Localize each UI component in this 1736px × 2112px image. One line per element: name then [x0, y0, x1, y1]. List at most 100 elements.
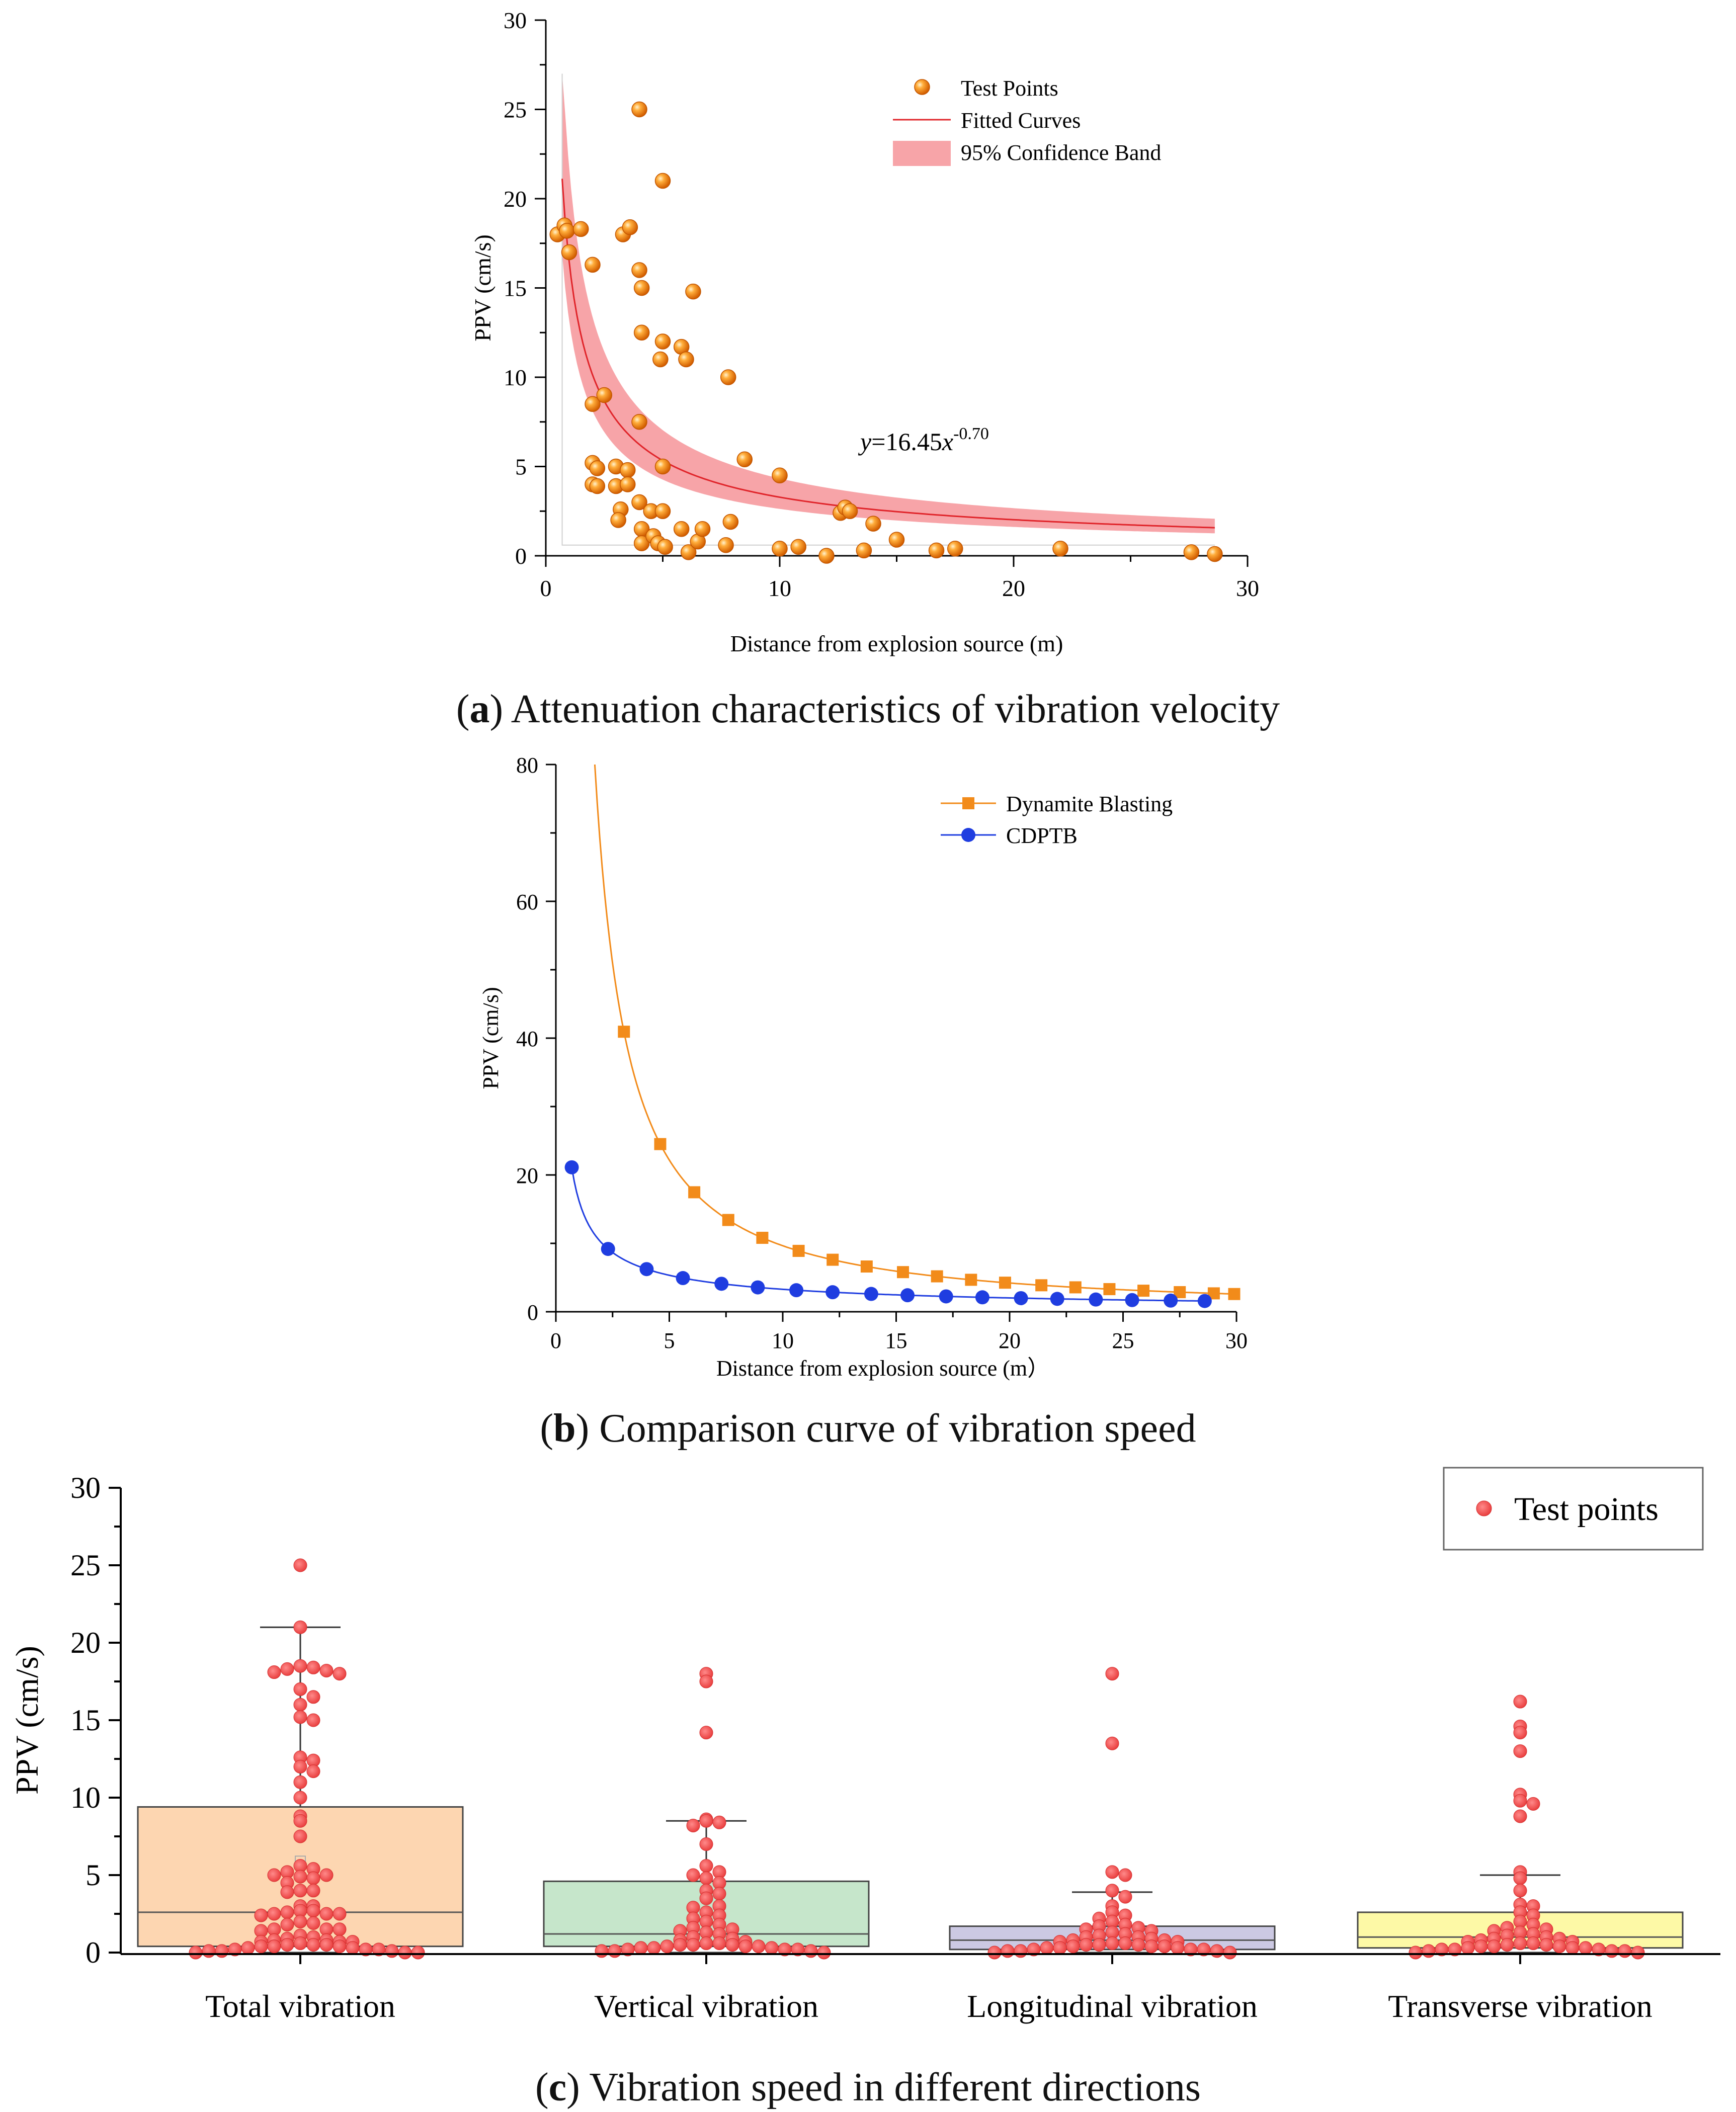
test-point: [673, 1938, 687, 1952]
test-point: [1605, 1944, 1619, 1958]
series-marker-cdptb: [1125, 1293, 1139, 1307]
test-point: [633, 324, 650, 341]
equation-annotation: y=16.45x-0.70: [858, 425, 989, 456]
y-tick-label: 5: [86, 1858, 101, 1892]
test-point: [928, 542, 945, 559]
test-point: [267, 1907, 281, 1921]
y-tick-label: 10: [504, 365, 527, 390]
series-marker-cdptb: [1089, 1292, 1103, 1307]
test-point: [817, 1946, 831, 1960]
test-point: [1053, 1941, 1067, 1955]
test-point: [293, 1698, 307, 1712]
series-marker-cdptb: [975, 1290, 989, 1305]
test-point: [634, 1941, 648, 1955]
y-axis-label: PPV (cm/s): [478, 987, 503, 1089]
series-marker-dynamite: [688, 1186, 701, 1199]
series-marker-dynamite: [756, 1231, 769, 1244]
legend-dynamite-marker: [962, 797, 974, 809]
test-point: [1513, 1794, 1527, 1808]
x-axis-label: Distance from explosion source (m）: [716, 1356, 1049, 1381]
y-tick-label: 20: [504, 186, 527, 212]
test-point: [620, 462, 636, 478]
test-point: [267, 1939, 281, 1954]
series-marker-cdptb: [900, 1288, 915, 1303]
test-point: [947, 541, 963, 557]
test-point: [306, 1916, 320, 1930]
test-point: [1631, 1946, 1645, 1960]
test-point: [254, 1908, 268, 1922]
series-marker-cdptb: [639, 1262, 654, 1277]
test-point: [1461, 1941, 1475, 1955]
test-point: [319, 1907, 334, 1921]
test-point: [1118, 1936, 1132, 1951]
test-point: [712, 1815, 726, 1829]
test-point: [561, 244, 577, 261]
test-point: [280, 1905, 294, 1919]
caption-a: (a) Attenuation characteristics of vibra…: [456, 687, 1280, 731]
caption-c-text: Vibration speed in different directions: [589, 2065, 1201, 2109]
series-marker-dynamite: [1069, 1281, 1082, 1294]
test-point: [267, 1665, 281, 1679]
y-tick-label: 20: [516, 1163, 538, 1188]
series-marker-dynamite: [722, 1214, 734, 1226]
x-tick-label: 30: [1236, 575, 1259, 601]
y-axis-label: PPV (cm/s): [470, 234, 495, 342]
test-point: [1513, 1871, 1527, 1885]
y-tick-label: 40: [516, 1027, 538, 1051]
test-point: [333, 1922, 347, 1936]
legend-band-label: 95% Confidence Band: [961, 140, 1161, 165]
test-point: [319, 1868, 334, 1882]
x-tick-label: 5: [664, 1328, 675, 1353]
test-point: [189, 1946, 203, 1960]
test-point: [293, 1884, 307, 1898]
test-point: [398, 1946, 412, 1960]
series-marker-dynamite: [1137, 1285, 1150, 1297]
x-category-label: Vertical vibration: [594, 1988, 818, 2024]
test-point: [699, 1814, 713, 1828]
test-point: [772, 541, 788, 557]
y-axis-label: PPV (cm/s): [9, 1646, 45, 1795]
series-marker-cdptb: [714, 1277, 729, 1291]
series-marker-dynamite: [931, 1270, 943, 1283]
x-tick-label: 0: [550, 1328, 561, 1353]
series-marker-cdptb: [751, 1280, 765, 1295]
x-tick-label: 20: [1002, 575, 1025, 601]
series-marker-cdptb: [939, 1289, 953, 1304]
test-point: [306, 1884, 320, 1898]
series-marker-dynamite: [826, 1253, 839, 1266]
test-point: [772, 467, 788, 483]
series-marker-cdptb: [825, 1285, 840, 1300]
test-point: [699, 1871, 713, 1885]
caption-a-letter: a: [469, 687, 490, 731]
equation-coef: =16.45: [871, 428, 942, 456]
series-marker-cdptb: [601, 1242, 615, 1256]
y-tick-label: 0: [86, 1936, 101, 1969]
test-point: [280, 1662, 294, 1676]
test-point: [631, 262, 647, 278]
test-point: [1487, 1939, 1501, 1954]
x-tick-label: 10: [772, 1328, 794, 1353]
test-point: [585, 257, 601, 273]
y-tick-label: 0: [527, 1300, 538, 1325]
test-point: [622, 219, 638, 235]
series-marker-dynamite: [1035, 1279, 1048, 1292]
legend-test-points-marker: [1476, 1500, 1492, 1516]
test-point: [1066, 1939, 1080, 1954]
test-point: [589, 460, 606, 476]
test-point: [856, 542, 872, 559]
test-point: [652, 351, 669, 368]
test-point: [293, 1829, 307, 1843]
test-point: [1131, 1938, 1145, 1952]
test-point: [818, 548, 835, 564]
test-point: [306, 1904, 320, 1918]
test-point: [686, 1818, 700, 1832]
test-point: [631, 494, 647, 511]
test-point: [1513, 1695, 1527, 1709]
chart-b-comparison: 0 20 40 60 80 0 5 10 15 20 25 30 Distance from explo…: [478, 753, 1248, 1381]
test-point: [1183, 544, 1200, 560]
legend-band-marker: [893, 141, 951, 166]
test-point: [1539, 1938, 1553, 1952]
test-point: [411, 1946, 425, 1960]
fitted-curve: [561, 179, 1215, 529]
test-point: [699, 1859, 713, 1873]
